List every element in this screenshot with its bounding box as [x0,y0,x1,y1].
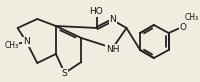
Text: HO: HO [89,7,103,16]
Text: S: S [62,68,68,77]
Text: N: N [109,15,116,24]
Text: CH₃: CH₃ [5,41,19,51]
Text: N: N [23,37,30,46]
Text: CH₃: CH₃ [185,14,199,22]
Text: NH: NH [106,45,119,53]
Text: O: O [180,22,187,31]
